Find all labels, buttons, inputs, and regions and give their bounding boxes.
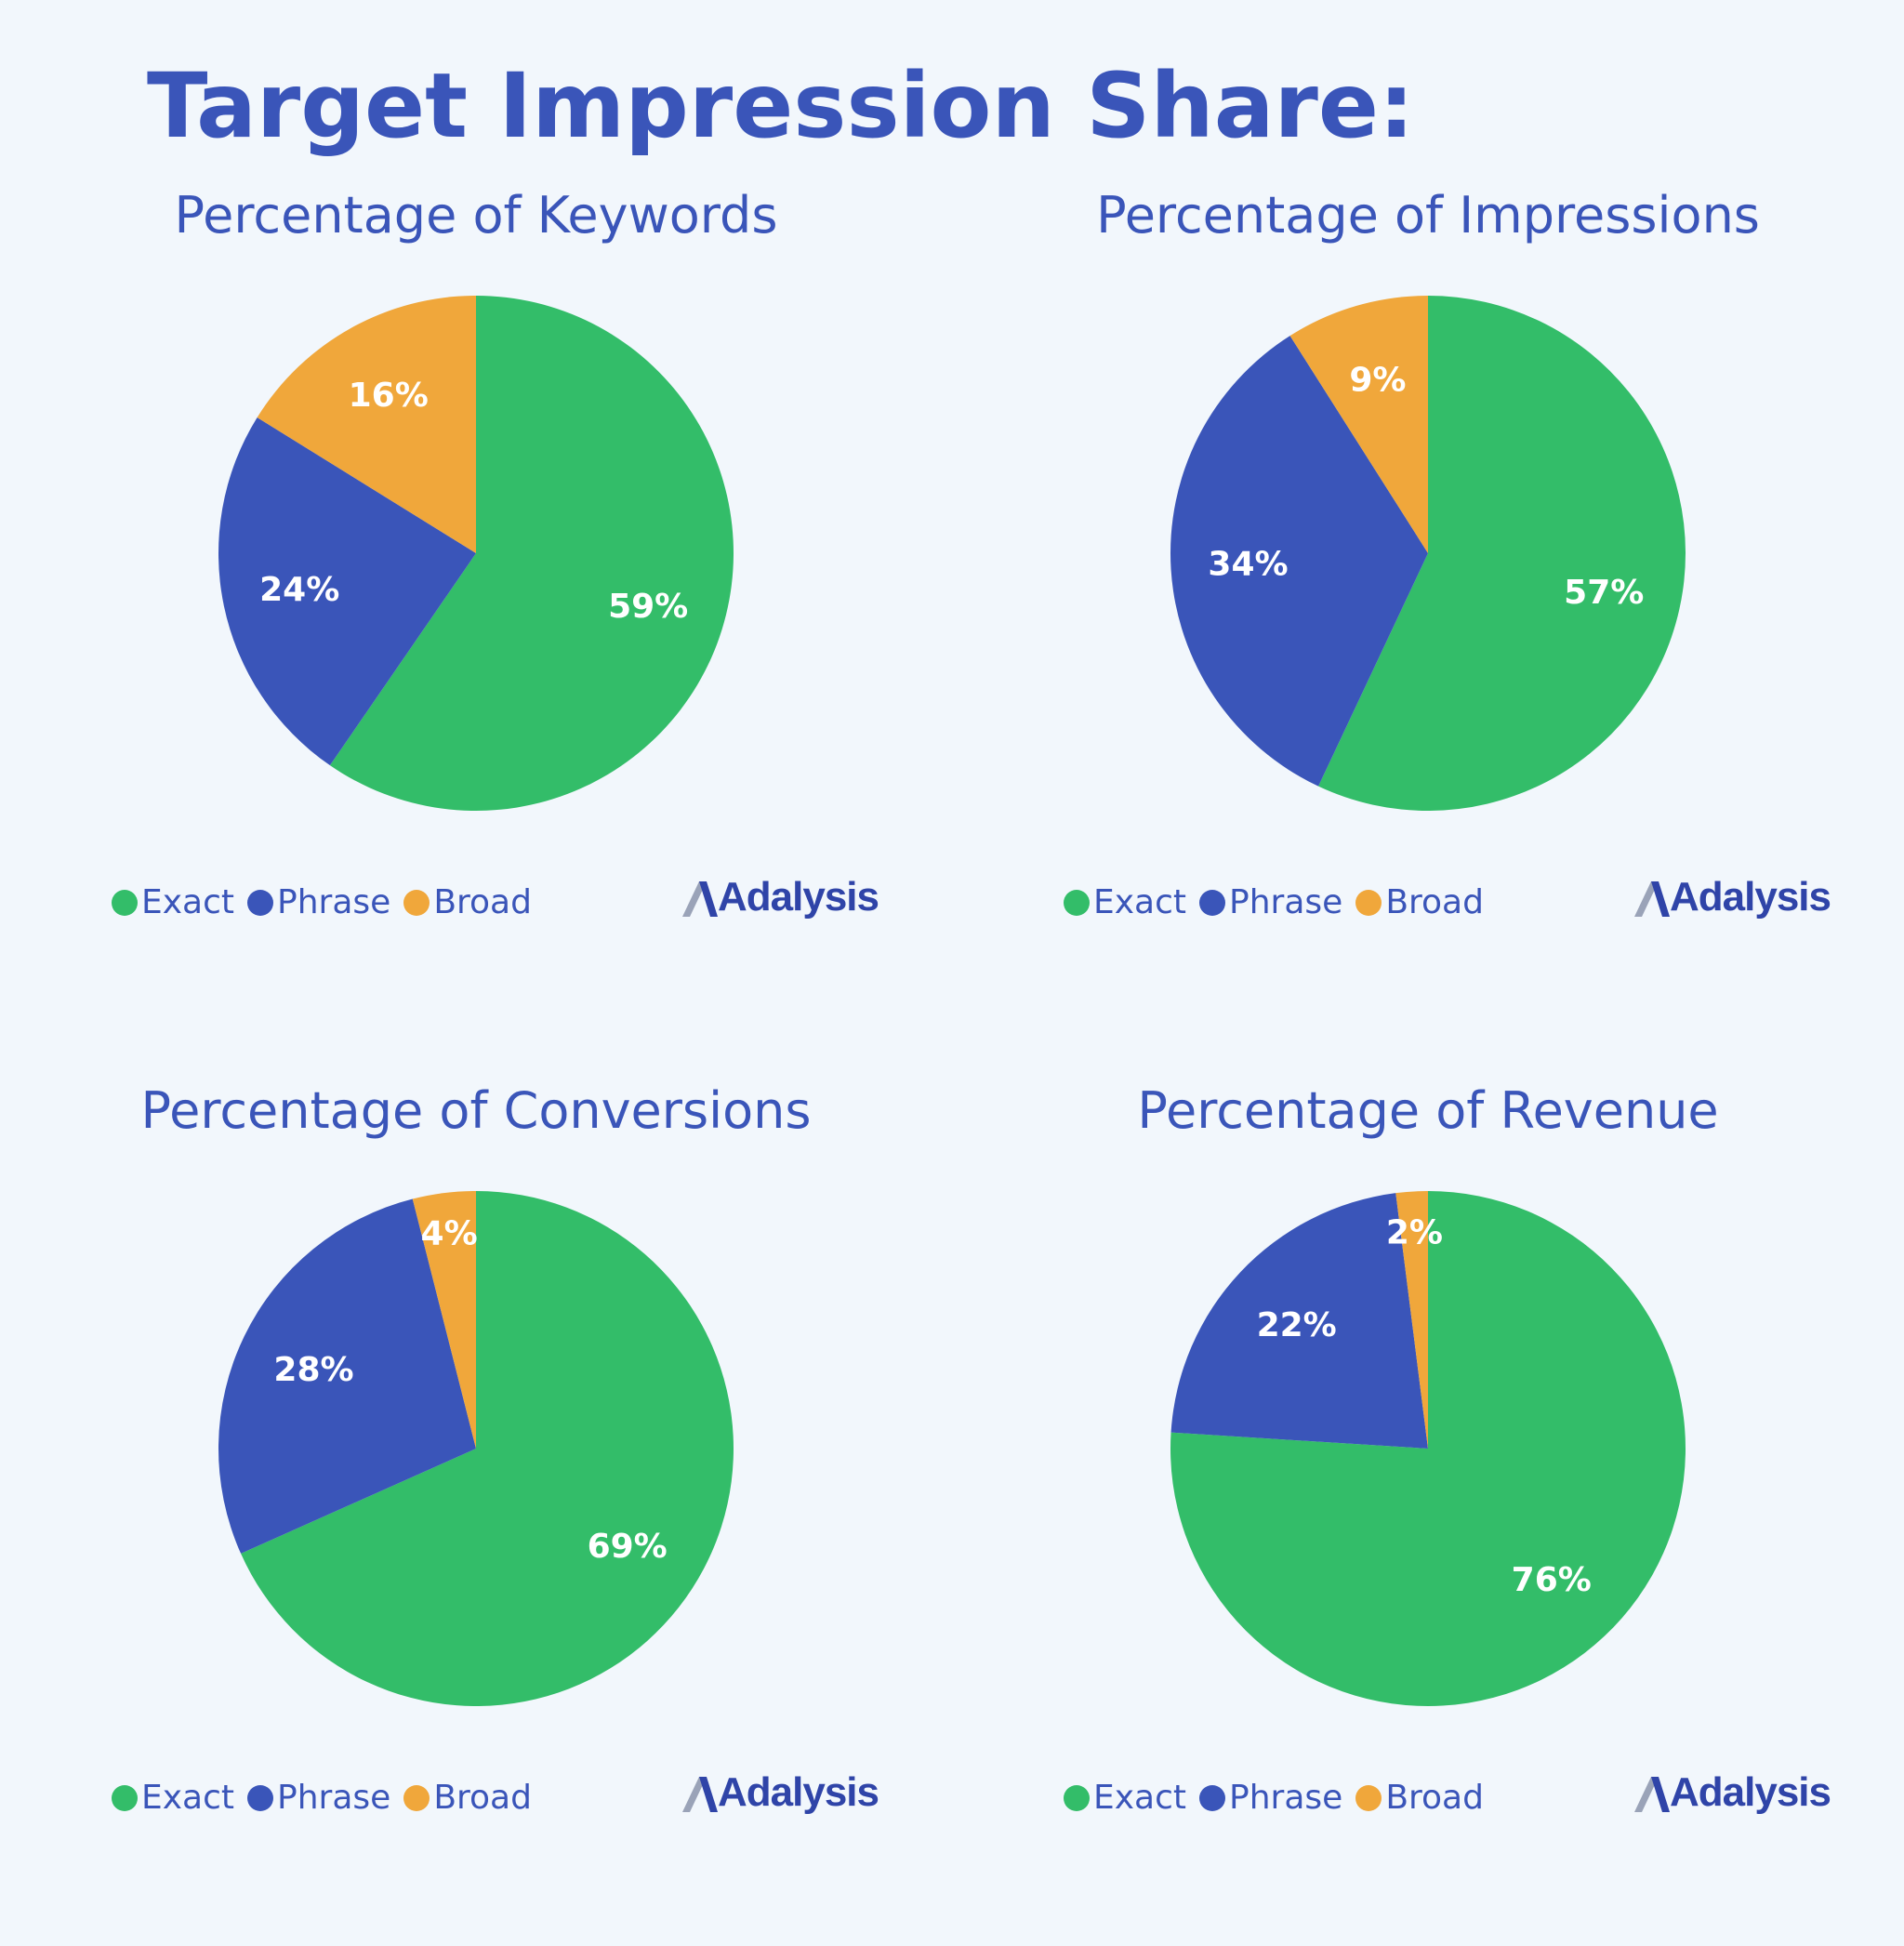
pie-chart-revenue: 76% 22% 2% bbox=[1170, 1191, 1686, 1706]
legend-item-broad: Broad bbox=[1355, 1779, 1484, 1817]
legend-item-phrase: Phrase bbox=[247, 883, 390, 921]
brand-name: Adalysis bbox=[718, 1769, 879, 1815]
legend-item-phrase: Phrase bbox=[1199, 1779, 1342, 1817]
slice-label-exact: 69% bbox=[588, 1528, 668, 1566]
chart-panel-conversions: Percentage of Conversions 69% 28% 4% Exact… bbox=[0, 1053, 952, 1946]
legend-label-broad: Broad bbox=[433, 1779, 532, 1817]
legend-swatch-broad bbox=[403, 1784, 430, 1811]
slice-label-exact: 59% bbox=[608, 588, 688, 626]
legend-swatch-phrase bbox=[1199, 889, 1226, 916]
pie-slice-exact bbox=[1318, 296, 1686, 811]
pie-slice-phrase bbox=[218, 417, 476, 766]
pie-slice-broad bbox=[412, 1191, 476, 1449]
pie-slice-phrase bbox=[218, 1198, 476, 1554]
slice-label-phrase: 34% bbox=[1208, 546, 1288, 584]
legend-item-exact: Exact bbox=[112, 1779, 234, 1817]
legend-label-phrase: Phrase bbox=[277, 883, 391, 921]
adalysis-logo-icon bbox=[682, 881, 718, 917]
pie-chart-keywords: 59% 24% 16% bbox=[218, 296, 734, 812]
legend-label-phrase: Phrase bbox=[1229, 883, 1343, 921]
legend-swatch-broad bbox=[1355, 889, 1382, 916]
adalysis-logo-icon bbox=[682, 1777, 718, 1812]
chart-panel-impressions: Percentage of Impressions 57% 34% 9% Exact… bbox=[952, 158, 1904, 1051]
pie-slice-broad bbox=[1395, 1191, 1428, 1449]
legend-label-exact: Exact bbox=[1093, 1779, 1187, 1817]
slice-label-broad: 2% bbox=[1386, 1213, 1443, 1251]
slice-label-exact: 76% bbox=[1512, 1561, 1592, 1599]
legend-item-broad: Broad bbox=[403, 1779, 532, 1817]
adalysis-logo-icon bbox=[1634, 881, 1670, 917]
legend-label-broad: Broad bbox=[1385, 1779, 1484, 1817]
chart-legend: Exact Phrase Broad bbox=[112, 1779, 545, 1817]
chart-title: Percentage of Revenue bbox=[1137, 1081, 1719, 1140]
pie-chart-conversions: 69% 28% 4% bbox=[218, 1191, 734, 1706]
legend-item-exact: Exact bbox=[1064, 1779, 1186, 1817]
chart-title: Percentage of Impressions bbox=[1096, 186, 1760, 245]
chart-legend: Exact Phrase Broad bbox=[1064, 883, 1497, 921]
legend-swatch-phrase bbox=[1199, 1784, 1226, 1811]
brand-logo: Adalysis bbox=[1631, 874, 1831, 920]
legend-label-broad: Broad bbox=[1385, 883, 1484, 921]
legend-swatch-exact bbox=[112, 1784, 138, 1811]
brand-logo: Adalysis bbox=[679, 874, 879, 920]
page-title: Target Impression Share: bbox=[147, 54, 1415, 158]
legend-swatch-exact bbox=[112, 889, 138, 916]
brand-logo: Adalysis bbox=[679, 1769, 879, 1816]
brand-name: Adalysis bbox=[1670, 1769, 1831, 1815]
legend-item-exact: Exact bbox=[1064, 883, 1186, 921]
legend-swatch-exact bbox=[1064, 1784, 1090, 1811]
legend-label-phrase: Phrase bbox=[277, 1779, 391, 1817]
pie-slice-broad bbox=[1289, 296, 1428, 553]
legend-label-exact: Exact bbox=[1093, 883, 1187, 921]
adalysis-logo-icon bbox=[1634, 1777, 1670, 1812]
legend-swatch-phrase bbox=[247, 889, 274, 916]
chart-panel-keywords: Percentage of Keywords 59% 24% 16% Exact P… bbox=[0, 158, 952, 1051]
slice-label-phrase: 22% bbox=[1257, 1306, 1337, 1344]
legend-item-broad: Broad bbox=[403, 883, 532, 921]
pie-slice-exact bbox=[241, 1191, 734, 1706]
slice-label-phrase: 28% bbox=[273, 1351, 353, 1389]
slice-label-exact: 57% bbox=[1564, 574, 1644, 612]
pie-chart-impressions: 57% 34% 9% bbox=[1170, 296, 1686, 811]
pie-slice-phrase bbox=[1170, 336, 1428, 787]
legend-label-exact: Exact bbox=[141, 883, 235, 921]
slice-label-broad: 9% bbox=[1349, 361, 1406, 399]
legend-item-broad: Broad bbox=[1355, 883, 1484, 921]
legend-swatch-broad bbox=[1355, 1784, 1382, 1811]
chart-panel-revenue: Percentage of Revenue 76% 22% 2% Exact Phr… bbox=[952, 1053, 1904, 1946]
legend-item-exact: Exact bbox=[112, 883, 234, 921]
slice-label-broad: 4% bbox=[421, 1215, 478, 1253]
brand-name: Adalysis bbox=[718, 874, 879, 920]
slice-label-phrase: 24% bbox=[259, 571, 339, 609]
chart-legend: Exact Phrase Broad bbox=[112, 883, 545, 921]
legend-swatch-exact bbox=[1064, 889, 1090, 916]
legend-label-broad: Broad bbox=[433, 883, 532, 921]
brand-name: Adalysis bbox=[1670, 874, 1831, 920]
pie-slice-broad bbox=[257, 296, 476, 553]
chart-legend: Exact Phrase Broad bbox=[1064, 1779, 1497, 1817]
legend-label-phrase: Phrase bbox=[1229, 1779, 1343, 1817]
legend-swatch-phrase bbox=[247, 1784, 274, 1811]
brand-logo: Adalysis bbox=[1631, 1769, 1831, 1816]
legend-swatch-broad bbox=[403, 889, 430, 916]
legend-item-phrase: Phrase bbox=[247, 1779, 390, 1817]
chart-title: Percentage of Keywords bbox=[174, 186, 778, 245]
legend-item-phrase: Phrase bbox=[1199, 883, 1342, 921]
chart-title: Percentage of Conversions bbox=[140, 1081, 812, 1140]
pie-slice-phrase bbox=[1170, 1193, 1428, 1449]
slice-label-broad: 16% bbox=[349, 377, 429, 415]
legend-label-exact: Exact bbox=[141, 1779, 235, 1817]
pie-slice-exact bbox=[329, 296, 734, 812]
